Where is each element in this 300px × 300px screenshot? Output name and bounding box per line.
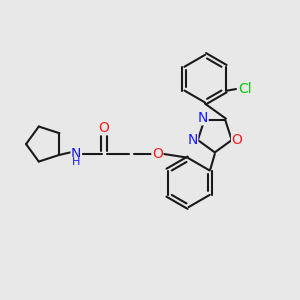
Text: Cl: Cl (239, 82, 252, 96)
Text: N: N (71, 147, 82, 160)
Text: O: O (98, 121, 110, 135)
Text: O: O (232, 133, 242, 147)
Text: N: N (198, 111, 208, 125)
Text: H: H (72, 158, 80, 167)
Text: N: N (187, 133, 198, 147)
Text: O: O (152, 147, 163, 160)
